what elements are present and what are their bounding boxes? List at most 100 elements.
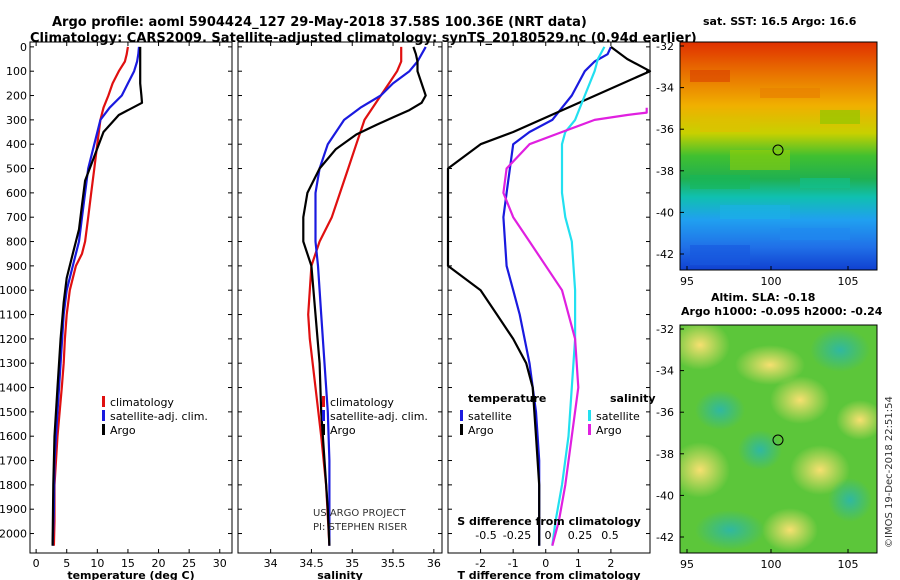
salinity-xlabel: salinity <box>317 569 363 580</box>
salinity-series-satellite-adj-clim- <box>314 46 427 546</box>
diff-s-tick-label: 0.5 <box>601 529 619 542</box>
credit-line2: PI: STEPHEN RISER <box>313 522 407 533</box>
depth-tick-label: 400 <box>6 138 27 151</box>
salinity-xtick-label: 35 <box>345 557 359 570</box>
temperature-xtick-label: 15 <box>121 557 135 570</box>
header-line2: Climatology: CARS2009. Satellite-adjuste… <box>30 31 697 46</box>
map-ytick-label: -38 <box>656 448 674 461</box>
map-ytick-label: -42 <box>656 248 674 261</box>
sla-map-frame <box>679 324 878 554</box>
sst-argo-marker <box>772 144 784 156</box>
temperature-xtick-label: 25 <box>182 557 196 570</box>
difference-series-s-satellite <box>551 46 606 546</box>
depth-tick-label: 700 <box>6 211 27 224</box>
diff-s-tick-label: -0.5 <box>475 529 496 542</box>
credit-line1: US ARGO PROJECT <box>313 508 407 519</box>
sst-map-axes: 95 100 105 -32 -34 -36 -38 -40 -42 <box>656 40 858 288</box>
salinity-xtick-label: 36 <box>427 557 441 570</box>
map-ytick-label: -36 <box>656 406 674 419</box>
sla-map-title2: Argo h1000: -0.095 h2000: -0.24 <box>681 305 883 318</box>
map-ytick-label: -40 <box>656 489 674 502</box>
map-ytick-label: -34 <box>656 82 674 95</box>
depth-tick-label: 600 <box>6 187 27 200</box>
sst-map: sat. SST: 16.5 Argo: 16.6 95 100 105 -32 -34… <box>656 15 878 288</box>
difference-xtick-label: 1 <box>575 557 582 570</box>
difference-series-t-satellite <box>502 46 612 546</box>
diff-legend-swatch <box>460 410 463 421</box>
sla-map-axes: 95 100 105 -32 -34 -36 -38 -40 -42 <box>656 323 858 571</box>
salinity-frame <box>237 41 443 554</box>
map-xtick-label: 100 <box>761 275 782 288</box>
sst-map-texture <box>690 70 860 265</box>
depth-tick-label: 1100 <box>0 309 27 322</box>
difference-xtick-label: -2 <box>475 557 486 570</box>
sla-map: Altim. SLA: -0.18 Argo h1000: -0.095 h20… <box>656 291 883 571</box>
depth-tick-label: 900 <box>6 260 27 273</box>
depth-tick-label: 2000 <box>0 528 27 541</box>
map-xtick-label: 95 <box>680 275 694 288</box>
map-xtick-label: 95 <box>680 558 694 571</box>
salinity-series-climatology <box>307 46 403 546</box>
diff-s-tick-label: -0.25 <box>503 529 531 542</box>
diff-legend-label: satellite <box>468 410 512 423</box>
map-ytick-label: -36 <box>656 123 674 136</box>
salinity-legend-swatch <box>322 424 325 435</box>
temperature-series-argo <box>51 46 144 546</box>
difference-series-s-argo <box>502 107 648 546</box>
temperature-series-satellite-adj-clim- <box>51 46 141 546</box>
depth-tick-label: 100 <box>6 65 27 78</box>
imos-watermark: ©IMOS 19-Dec-2018 22:51:54 <box>884 396 895 548</box>
temperature-legend-label: climatology <box>110 396 174 409</box>
salinity-legend-label: climatology <box>330 396 394 409</box>
temperature-xtick-label: 5 <box>63 557 70 570</box>
depth-tick-label: 1600 <box>0 430 27 443</box>
depth-tick-label: 1200 <box>0 333 27 346</box>
map-ytick-label: -40 <box>656 206 674 219</box>
diff-legend-label: Argo <box>468 424 494 437</box>
salinity-xtick-label: 34 <box>264 557 278 570</box>
map-xtick-label: 105 <box>838 275 859 288</box>
salinity-series-argo <box>302 46 427 546</box>
difference-xtick-label: 2 <box>607 557 614 570</box>
depth-tick-label: 1800 <box>0 479 27 492</box>
map-ytick-label: -32 <box>656 323 674 336</box>
depth-tick-label: 1700 <box>0 455 27 468</box>
diff-legend-swatch <box>588 410 591 421</box>
header-line1: Argo profile: aoml 5904424_127 29-May-20… <box>52 15 587 30</box>
temperature-frame <box>29 41 233 554</box>
depth-tick-label: 1500 <box>0 406 27 419</box>
difference-xtick-label: 0 <box>542 557 549 570</box>
depth-tick-label: 500 <box>6 163 27 176</box>
depth-tick-label: 200 <box>6 90 27 103</box>
depth-tick-label: 1300 <box>0 357 27 370</box>
map-ytick-label: -42 <box>656 531 674 544</box>
temperature-legend-swatch <box>102 396 105 407</box>
panel-difference: -2 -1 0 1 2T difference from climatology temp… <box>446 41 656 580</box>
sst-map-title: sat. SST: 16.5 Argo: 16.6 <box>703 15 857 28</box>
diff-s-label: S difference from climatology <box>457 515 641 528</box>
temperature-xtick-label: 0 <box>33 557 40 570</box>
depth-tick-label: 300 <box>6 114 27 127</box>
temperature-legend-swatch <box>102 410 105 421</box>
salinity-legend-swatch <box>322 410 325 421</box>
diff-legend-title-right: salinity <box>610 392 656 405</box>
map-ytick-label: -32 <box>656 40 674 53</box>
difference-series-t-argo <box>446 46 652 546</box>
temperature-xlabel: temperature (deg C) <box>67 569 194 580</box>
depth-tick-label: 1900 <box>0 503 27 516</box>
temperature-xtick-label: 30 <box>213 557 227 570</box>
difference-xlabel: T difference from climatology <box>457 569 640 580</box>
map-xtick-label: 105 <box>838 558 859 571</box>
sla-map-title1: Altim. SLA: -0.18 <box>711 291 815 304</box>
difference-frame <box>447 41 651 554</box>
temperature-xtick-label: 10 <box>90 557 104 570</box>
salinity-legend-swatch <box>322 396 325 407</box>
diff-legend-title-left: temperature <box>468 392 546 405</box>
diff-s-tick-label: 0 <box>545 529 552 542</box>
temperature-xtick-label: 20 <box>152 557 166 570</box>
diff-s-tick-label: 0.25 <box>568 529 593 542</box>
depth-tick-label: 800 <box>6 236 27 249</box>
temperature-legend-swatch <box>102 424 105 435</box>
depth-tick-label: 1000 <box>0 284 27 297</box>
